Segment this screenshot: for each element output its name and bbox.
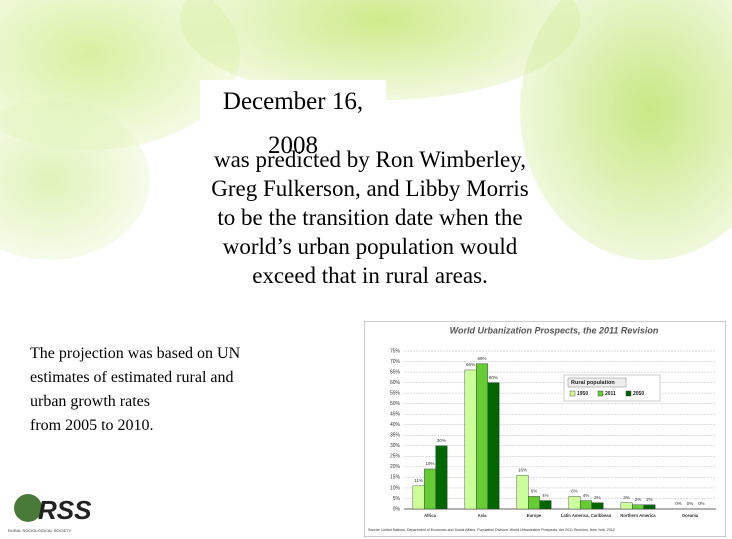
legend-swatch [570, 391, 575, 396]
bar [644, 505, 655, 509]
note-line: urban growth rates [30, 390, 240, 414]
bar [488, 383, 499, 509]
legend-swatch [598, 391, 603, 396]
y-tick-label: 10% [390, 485, 401, 491]
body-line: Greg Fulkerson, and Libby Morris [140, 174, 600, 203]
bar [592, 503, 603, 509]
bar [517, 475, 528, 509]
legend-swatch [626, 391, 631, 396]
y-tick-label: 40% [390, 422, 401, 428]
x-tick-label: Europe [527, 513, 542, 518]
bar [632, 505, 643, 509]
value-label: 0% [675, 501, 682, 506]
legend-label: 2050 [633, 391, 644, 397]
bar [476, 364, 487, 509]
value-label: 11% [414, 478, 423, 483]
note-line: estimates of estimated rural and [30, 366, 240, 390]
value-label: 19% [425, 461, 434, 466]
y-tick-label: 30% [390, 443, 401, 449]
bar [580, 501, 591, 509]
value-label: 6% [531, 489, 538, 494]
y-tick-label: 25% [390, 454, 401, 460]
note-line: from 2005 to 2010. [30, 414, 240, 438]
y-tick-label: 0% [393, 506, 401, 512]
body-line: to be the transition date when the [140, 203, 600, 232]
logo-caption: RURAL SOCIOLOGICAL SOCIETY [8, 528, 72, 533]
bar [465, 370, 476, 509]
value-label: 3% [594, 495, 601, 500]
legend-label: 1950 [577, 391, 588, 397]
body-line: world’s urban population would [140, 232, 600, 261]
value-label: 69% [477, 356, 486, 361]
bar [413, 486, 424, 509]
chart-title: World Urbanization Prospects, the 2011 R… [450, 325, 659, 335]
chart: World Urbanization Prospects, the 2011 R… [364, 321, 726, 537]
bar [424, 469, 435, 509]
x-tick-label: Asia [478, 513, 488, 518]
value-label: 2% [635, 497, 642, 502]
legend-label: 2011 [605, 391, 616, 397]
x-tick-label: Africa [424, 513, 437, 518]
body-line: exceed that in rural areas. [140, 261, 600, 290]
value-label: 0% [687, 501, 694, 506]
y-tick-label: 35% [390, 433, 401, 439]
value-label: 4% [542, 493, 549, 498]
value-label: 4% [583, 493, 590, 498]
y-tick-label: 70% [390, 359, 401, 365]
logo: RSS RURAL SOCIOLOGICAL SOCIETY [6, 486, 116, 536]
bar [569, 496, 580, 509]
x-tick-label: Latin America, Caribbean [561, 513, 612, 518]
y-tick-label: 50% [390, 401, 401, 407]
x-tick-label: Northern America [620, 513, 656, 518]
value-label: 66% [466, 362, 475, 367]
y-tick-label: 45% [390, 412, 401, 418]
value-label: 3% [623, 495, 630, 500]
bar [621, 503, 632, 509]
logo-text: RSS [38, 495, 92, 525]
y-tick-label: 60% [390, 380, 401, 386]
value-label: 30% [437, 438, 446, 443]
value-label: 60% [489, 375, 498, 380]
note-line: The projection was based on UN [30, 342, 240, 366]
legend-title: Rural population [571, 380, 615, 386]
y-tick-label: 5% [393, 496, 401, 502]
y-tick-label: 65% [390, 369, 401, 375]
x-tick-label: Oceania [682, 513, 699, 518]
y-tick-label: 20% [390, 464, 401, 470]
bar [528, 496, 539, 509]
bar [436, 446, 447, 509]
value-label: 16% [518, 467, 527, 472]
body-line: was predicted by Ron Wimberley, [140, 145, 600, 174]
value-label: 2% [646, 497, 653, 502]
value-label: 0% [698, 501, 705, 506]
slide: December 16, 2008 was predicted by Ron W… [0, 0, 732, 539]
y-tick-label: 55% [390, 390, 401, 396]
bar [540, 501, 551, 509]
y-tick-label: 75% [390, 348, 401, 354]
date: December 16, 2008 [200, 80, 386, 124]
body-text: was predicted by Ron Wimberley,Greg Fulk… [140, 145, 600, 290]
y-tick-label: 15% [390, 475, 401, 481]
chart-source: Source: United Nations, Department of Ec… [368, 528, 615, 532]
value-label: 6% [571, 489, 578, 494]
